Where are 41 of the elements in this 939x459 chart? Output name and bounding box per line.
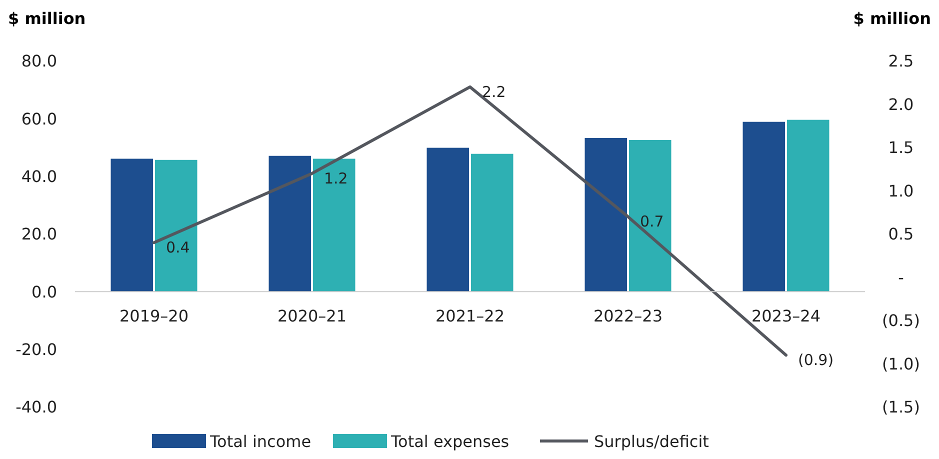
x-tick-label: 2021–22 xyxy=(435,306,505,326)
y2-tick-label: 2.0 xyxy=(888,94,914,114)
bar xyxy=(268,156,311,292)
bar xyxy=(110,158,153,292)
y2-tick-label: (1.0) xyxy=(882,354,920,374)
bar xyxy=(629,140,672,292)
bar xyxy=(313,158,356,292)
bar xyxy=(471,154,514,292)
legend-label: Total expenses xyxy=(390,432,510,451)
y-tick-label: 40.0 xyxy=(21,166,57,186)
y2-tick-label: 2.5 xyxy=(888,52,914,71)
y2-tick-label: 0.5 xyxy=(888,224,914,244)
bar xyxy=(584,138,627,292)
x-tick-label: 2019–20 xyxy=(119,306,189,326)
x-tick-label: 2020–21 xyxy=(277,306,347,326)
x-tick-label: 2023–24 xyxy=(751,306,821,326)
y2-tick-label: 1.0 xyxy=(888,181,914,200)
y2-axis-title: $ million xyxy=(853,9,931,28)
data-label: (0.9) xyxy=(798,351,834,370)
y2-tick-label: 1.5 xyxy=(888,138,914,158)
y-tick-label: -40.0 xyxy=(16,398,57,417)
y2-tick-label: (0.5) xyxy=(882,311,920,330)
x-tick-label: 2022–23 xyxy=(593,306,663,326)
data-label: 0.4 xyxy=(166,238,190,257)
legend-label: Total income xyxy=(209,432,312,451)
bar xyxy=(155,160,198,292)
y2-tick-label: - xyxy=(898,268,904,287)
y-tick-label: -20.0 xyxy=(16,340,57,359)
y-tick-label: 0.0 xyxy=(32,282,57,302)
data-label: 1.2 xyxy=(324,169,348,188)
bar xyxy=(426,148,469,292)
y2-tick-label: (1.5) xyxy=(882,398,920,417)
y-axis-title: $ million xyxy=(8,9,86,28)
y-tick-label: 20.0 xyxy=(21,224,57,244)
bar xyxy=(787,120,830,292)
y-tick-label: 80.0 xyxy=(21,52,57,71)
data-label: 0.7 xyxy=(640,212,664,231)
legend-label: Surplus/deficit xyxy=(594,432,709,451)
y-tick-label: 60.0 xyxy=(21,109,57,128)
bar xyxy=(742,122,785,292)
data-label: 2.2 xyxy=(482,82,506,101)
